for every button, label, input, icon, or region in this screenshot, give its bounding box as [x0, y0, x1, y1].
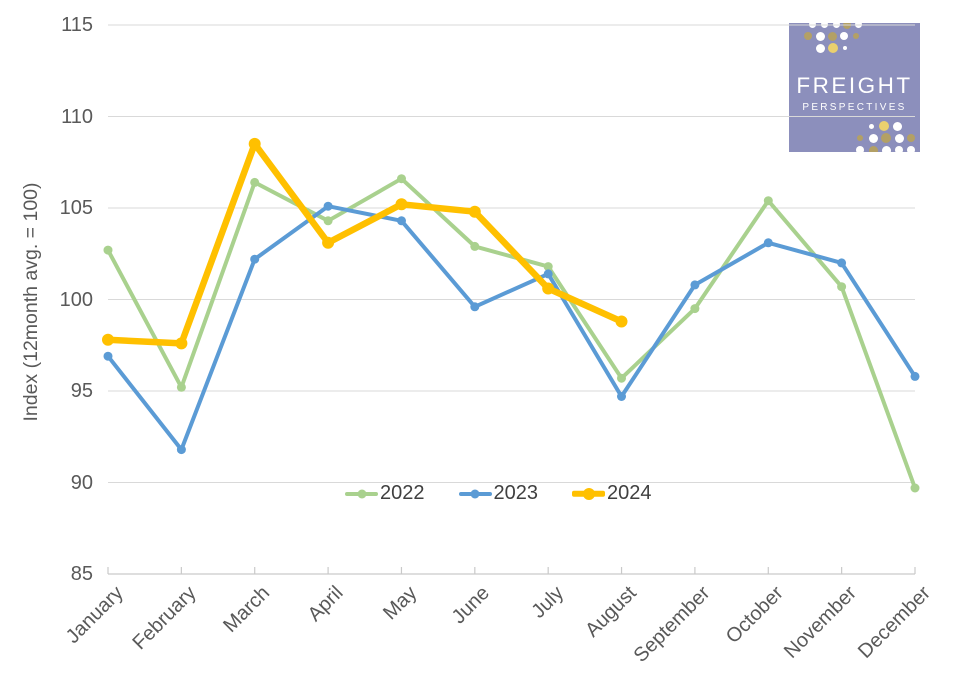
x-tick-label: June — [448, 582, 495, 629]
logo-dot — [895, 146, 903, 152]
data-point-2023-September — [690, 280, 700, 290]
y-tick-label: 100 — [59, 288, 93, 311]
logo-title-text: FREIGHT — [796, 73, 913, 98]
data-point-2023-May — [397, 216, 406, 226]
x-tick-label: November — [780, 582, 862, 663]
series-line-2023 — [106, 204, 917, 452]
x-tick-label: February — [128, 582, 201, 655]
x-tick-label: August — [581, 582, 642, 642]
y-tick-label: 105 — [59, 197, 93, 219]
series-line-2024 — [104, 140, 625, 347]
data-point-2024-July — [542, 282, 555, 295]
logo-dot — [815, 31, 825, 41]
legend-label: 2022 — [380, 482, 425, 504]
x-tick-label: April — [303, 582, 348, 626]
logo-dot — [881, 145, 891, 152]
legend-item-2023: 2023 — [458, 482, 539, 505]
data-point-2022-February — [176, 382, 186, 392]
data-point-2022-March — [250, 177, 260, 187]
data-point-2024-May — [395, 198, 408, 211]
y-tick-label: 85 — [70, 563, 93, 585]
legend-marker-icon — [345, 486, 378, 502]
logo-dot — [907, 146, 915, 152]
logo-dot — [907, 134, 915, 142]
data-point-2022-August — [617, 373, 626, 383]
data-point-2022-January — [103, 245, 113, 255]
y-axis-title: Index (12month avg. = 100) — [20, 182, 42, 422]
data-point-2022-July — [543, 262, 553, 272]
logo-dot — [815, 43, 825, 53]
logo-dot — [868, 145, 878, 152]
data-point-2022-June — [470, 241, 480, 251]
data-point-2024-April — [322, 236, 335, 249]
data-point-2022-October — [763, 196, 773, 206]
data-point-2022-May — [397, 174, 406, 184]
logo-dot — [854, 23, 862, 28]
logo-dot — [820, 23, 828, 28]
logo-dot — [894, 133, 904, 143]
data-point-2023-November — [837, 258, 847, 268]
logo-dot — [868, 133, 878, 143]
y-tick-label: 115 — [61, 14, 93, 36]
data-point-2023-January — [103, 351, 113, 361]
freight-perspectives-logo: FREIGHT PERSPECTIVES — [789, 23, 920, 152]
x-tick-label: October — [721, 582, 788, 648]
legend-marker-icon — [572, 486, 605, 502]
data-point-2022-November — [837, 282, 847, 292]
logo-dot — [857, 135, 863, 141]
data-point-2024-June — [468, 205, 481, 218]
x-tick-label: December — [853, 582, 935, 663]
data-point-2023-July — [543, 269, 553, 279]
series-line-2022 — [106, 176, 917, 490]
logo-dot — [853, 33, 859, 39]
logo-dot — [808, 23, 816, 28]
legend-item-2022: 2022 — [345, 482, 425, 505]
x-tick-label: July — [527, 582, 568, 623]
legend-label: 2024 — [607, 482, 652, 504]
y-tick-label: 90 — [70, 471, 93, 494]
logo-subtitle-text: PERSPECTIVES — [802, 102, 907, 113]
data-point-2022-December — [910, 483, 920, 493]
data-point-2023-March — [250, 254, 260, 264]
data-point-2024-January — [102, 333, 114, 346]
data-point-2023-April — [323, 201, 333, 211]
logo-dot — [804, 32, 812, 40]
x-tick-label: September — [629, 582, 715, 667]
logo-dot — [843, 46, 847, 50]
logo-dot — [827, 31, 837, 41]
logo-dot — [868, 123, 874, 129]
legend: 2022 2023 2024 — [345, 482, 652, 505]
logo-dot — [840, 32, 848, 40]
data-point-2023-December — [910, 371, 920, 381]
x-tick-label: January — [61, 582, 128, 648]
x-tick-label: May — [378, 582, 422, 625]
logo-dot — [879, 121, 889, 131]
logo-dot — [856, 146, 864, 152]
data-point-2022-September — [690, 304, 700, 314]
data-point-2024-February — [175, 337, 188, 350]
logo-dot — [828, 43, 838, 53]
y-tick-label: 95 — [70, 380, 93, 402]
legend-item-2024: 2024 — [572, 482, 652, 505]
data-point-2024-August — [615, 315, 628, 328]
legend-marker-icon — [458, 486, 492, 502]
data-point-2023-August — [617, 392, 626, 401]
logo-dot — [832, 23, 840, 28]
data-point-2023-February — [176, 445, 186, 455]
y-tick-label: 110 — [61, 105, 93, 128]
data-point-2022-April — [323, 216, 333, 226]
logo-dot — [843, 23, 851, 29]
data-point-2023-June — [470, 302, 480, 312]
data-point-2023-October — [763, 238, 773, 248]
logo-dot — [881, 133, 891, 143]
logo-dot — [892, 121, 902, 131]
x-tick-label: March — [219, 582, 275, 637]
legend-label: 2023 — [493, 482, 539, 504]
data-point-2024-March — [248, 137, 261, 150]
